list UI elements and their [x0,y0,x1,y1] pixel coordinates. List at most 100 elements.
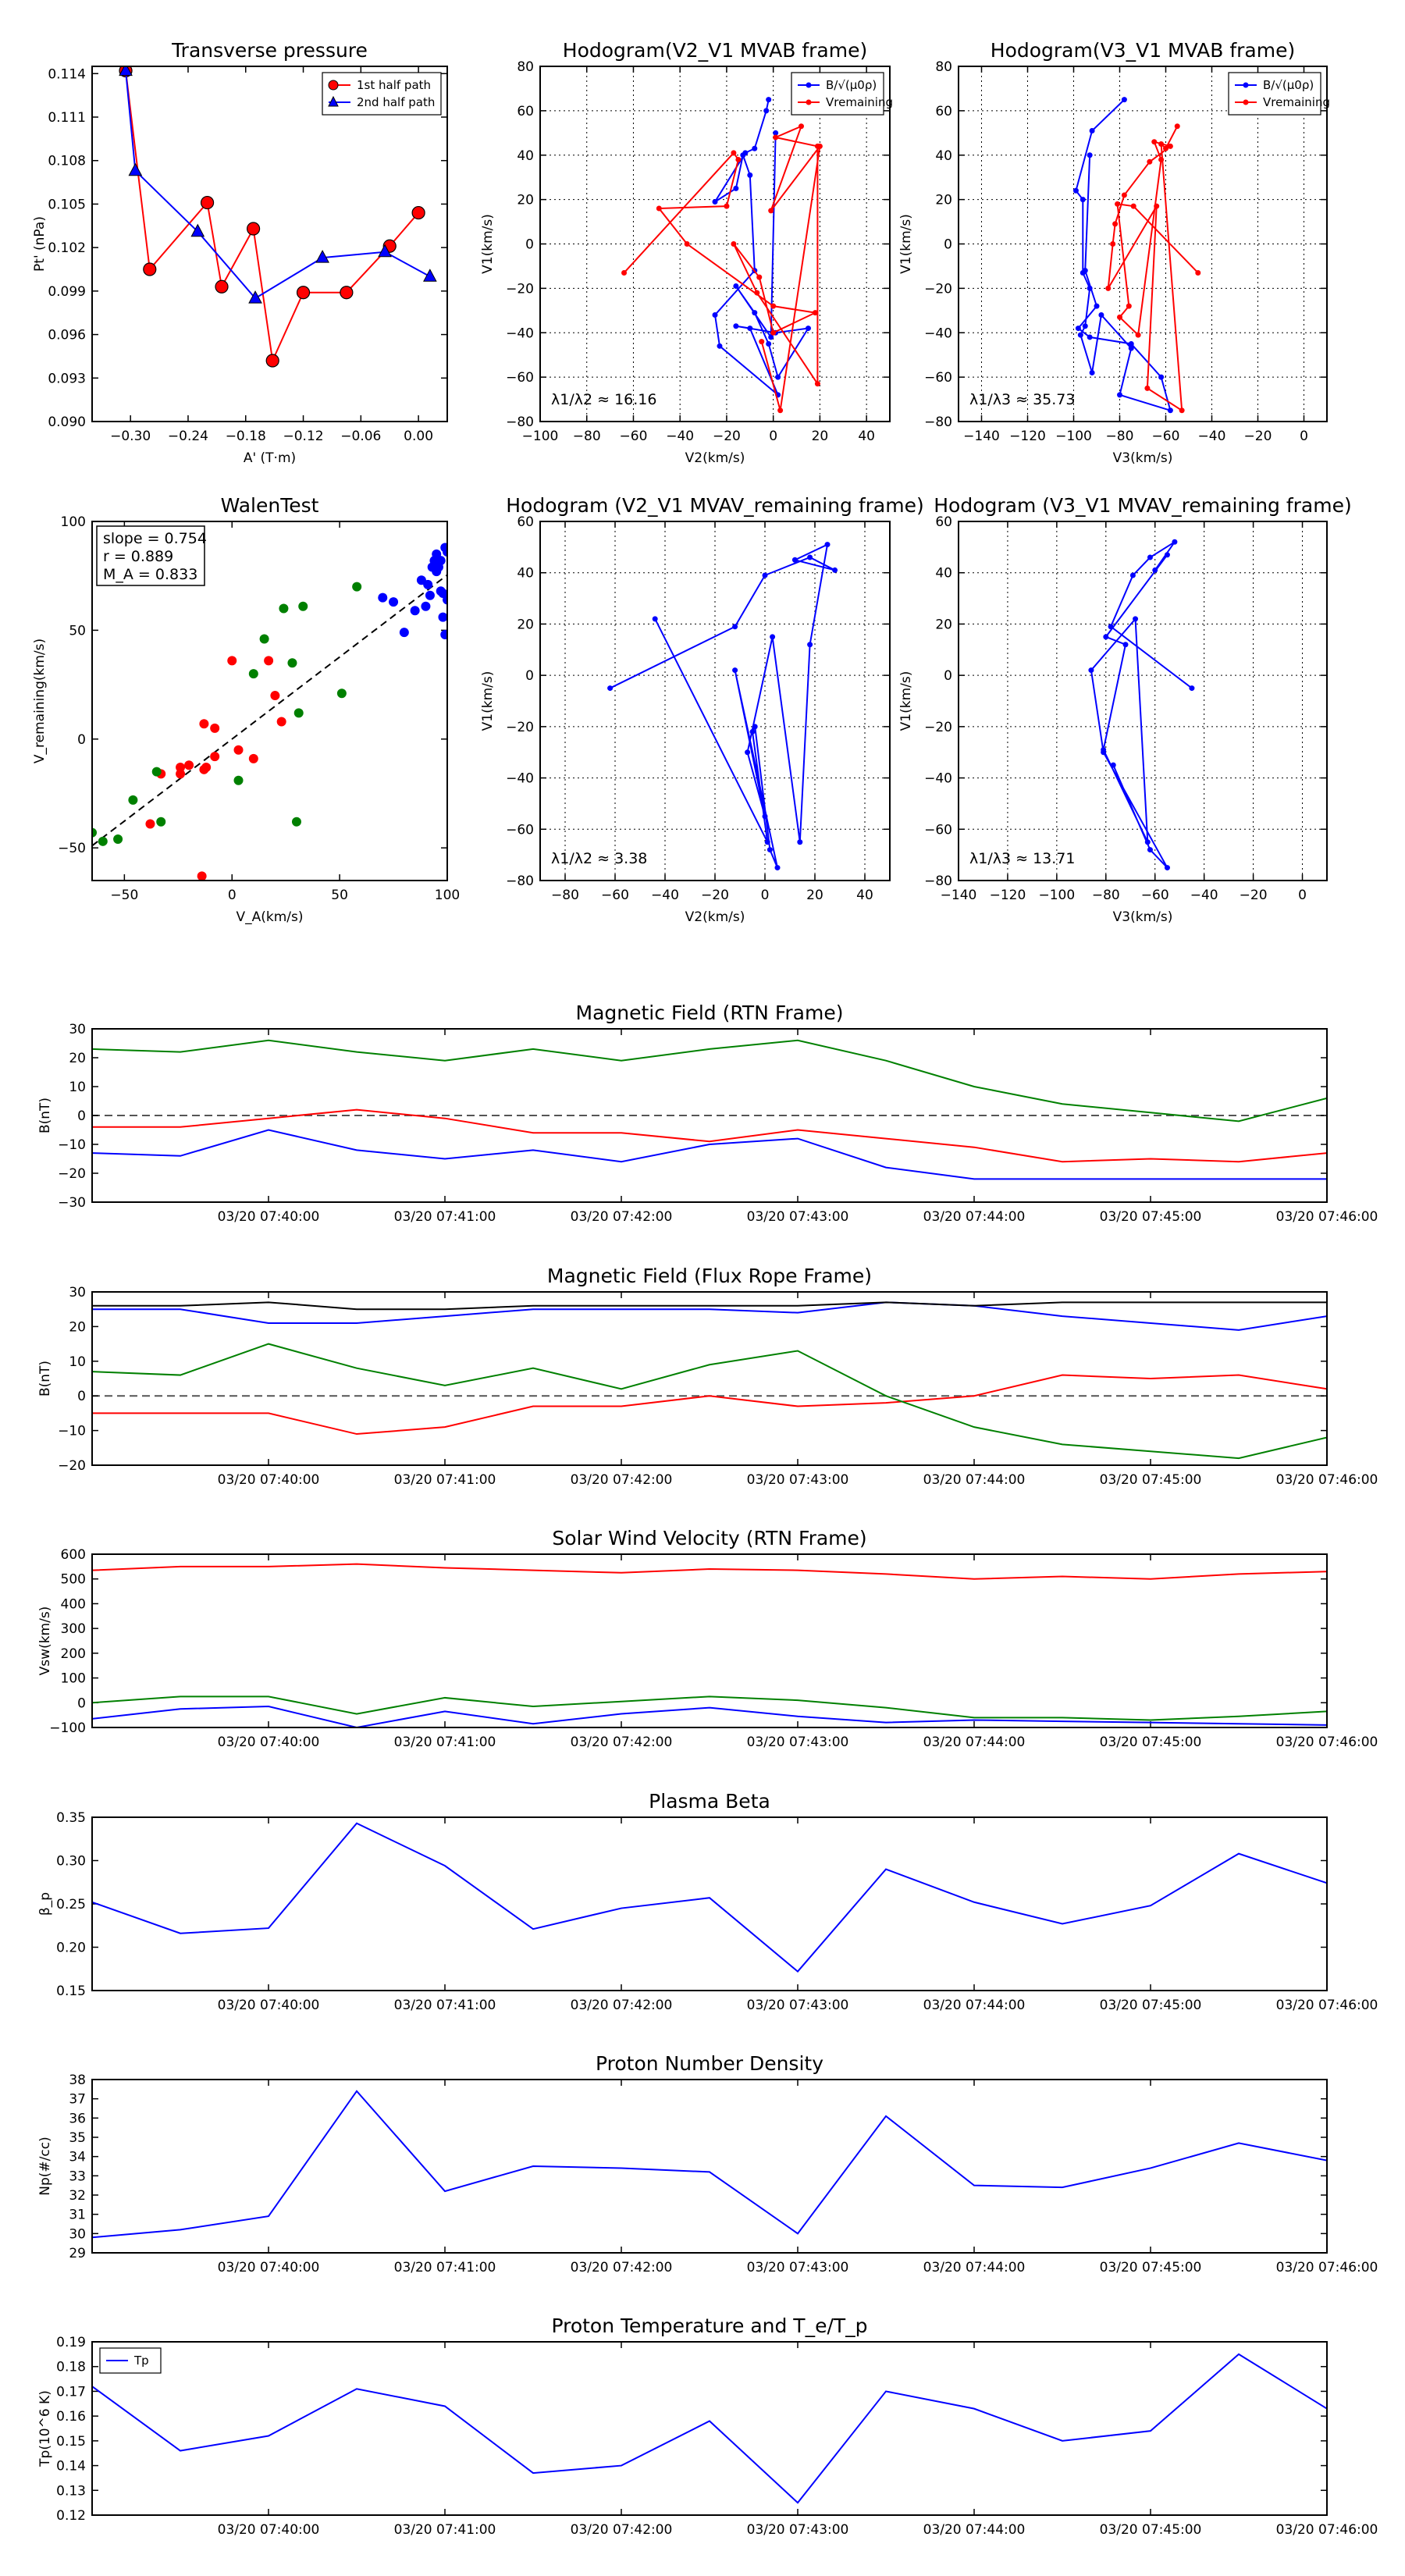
x-tick-label: −40 [666,429,694,444]
x-tick-label: 03/20 07:42:00 [571,2260,673,2275]
marker-triangle [128,162,143,176]
y-tick-label: −10 [58,1424,86,1439]
y-tick-label: 38 [69,2073,86,2088]
y-axis-label: V1(km/s) [480,671,496,731]
y-tick-label: 0.111 [48,110,86,126]
marker-dot [1121,97,1127,103]
marker-dot [752,145,758,151]
marker-circle [411,205,425,220]
x-tick-label: −80 [1106,429,1134,444]
x-tick-label: 03/20 07:43:00 [747,2260,849,2275]
x-axis-label: V2(km/s) [685,909,745,925]
marker-dot [1126,303,1132,309]
y-tick-label: −30 [58,1195,86,1211]
x-tick-label: −0.12 [283,429,323,444]
marker-dot [1151,139,1158,145]
plot-area [92,1039,1327,1180]
x-tick-label: −120 [1009,429,1046,444]
scatter-point-red [176,769,186,779]
marker-dot [1108,624,1114,630]
marker-dot [1089,369,1095,375]
x-tick-label: 0 [761,888,770,903]
y-tick-label: 0.18 [56,2360,86,2375]
marker-dot [1158,156,1165,162]
legend-box [322,72,442,116]
y-tick-label: 34 [69,2150,86,2165]
plot-area [92,543,447,881]
y-tick-label: 30 [69,1022,86,1037]
y-tick-label: 600 [61,1547,86,1563]
y-axis-label: Tp(10^6 K) [37,2390,53,2467]
axes-frame [539,521,891,881]
series-line-Vt [92,1695,1327,1721]
axes-frame [958,66,1328,422]
x-tick-label: 03/20 07:42:00 [571,1209,673,1225]
marker-dot [733,323,739,329]
x-tick-label: −60 [1141,888,1169,903]
x-tick-label: −50 [110,888,138,903]
marker-dot [1087,152,1093,158]
marker-dot [762,572,768,578]
x-tick-label: 20 [812,429,829,444]
x-tick-label: 03/20 07:43:00 [747,1209,849,1225]
marker-dot [824,542,831,548]
x-tick-label: 03/20 07:41:00 [394,2522,496,2538]
marker-dot [1087,334,1093,340]
y-tick-label: 60 [935,514,952,530]
y-tick-label: 0.13 [56,2483,86,2499]
y-tick-label: 30 [69,2226,86,2242]
scatter-point-blue [440,543,447,553]
y-tick-label: −80 [924,873,952,889]
y-tick-label: 0.19 [56,2335,86,2350]
y-tick-label: 0.20 [56,1941,86,1956]
x-tick-label: −40 [651,888,679,903]
marker-dot [732,624,738,630]
x-tick-label: 03/20 07:44:00 [923,2522,1026,2538]
marker-dot [1147,554,1153,560]
y-tick-label: 40 [935,566,952,582]
marker-dot [684,241,690,247]
x-tick-label: 03/20 07:45:00 [1100,1209,1202,1225]
y-tick-label: 10 [69,1080,86,1095]
scatter-point-blue [421,601,431,611]
x-tick-label: 0 [769,429,777,444]
x-tick-label: 03/20 07:44:00 [923,1472,1026,1488]
marker-dot [762,813,768,820]
x-tick-label: 100 [435,888,460,903]
x-tick-label: 0 [1300,429,1308,444]
marker-dot [1172,539,1178,545]
marker-dot [1174,123,1180,130]
legend-label: Vremaining [1263,95,1330,109]
scatter-point-blue [389,597,399,607]
marker-dot [749,728,756,735]
x-axis-label: V3(km/s) [1113,909,1173,925]
marker-dot [1130,203,1136,209]
y-tick-label: −40 [506,771,534,787]
marker-dot [607,685,614,692]
x-tick-label: −20 [1244,429,1272,444]
x-axis-label: V2(km/s) [685,450,745,466]
x-tick-label: −40 [1190,888,1218,903]
series-line-By' [92,1343,1327,1460]
x-tick-label: 20 [806,888,823,903]
marker-dot [733,185,739,191]
eigen-ratio-annotation: λ1/λ3 ≈ 35.73 [969,391,1075,408]
marker-dot [1112,221,1119,227]
x-tick-label: 03/20 07:42:00 [571,1472,673,1488]
axes-frame [91,1816,1328,1991]
axes-frame [91,521,448,881]
marker-dot [1144,839,1151,845]
marker-dot [814,381,820,387]
marker-dot [1117,314,1122,320]
x-tick-label: 03/20 07:41:00 [394,2260,496,2275]
panel-ts4: Plasma Beta 03/20 07:40:00 03/20 07:41:00 0… [37,1790,1378,2013]
x-tick-label: 03/20 07:46:00 [1276,1998,1378,2013]
marker-dot [1080,197,1086,203]
panel-walen: WalenTest −50 0 50 100 −50 0 50 100 V_A(km/s) V_re… [32,494,460,925]
y-tick-label: 0.096 [48,328,86,343]
y-tick-label: 80 [935,59,952,75]
marker-dot [773,130,779,136]
x-tick-label: 0.00 [404,429,433,444]
y-tick-label: 20 [517,617,534,632]
x-tick-label: 03/20 07:45:00 [1100,1998,1202,2013]
